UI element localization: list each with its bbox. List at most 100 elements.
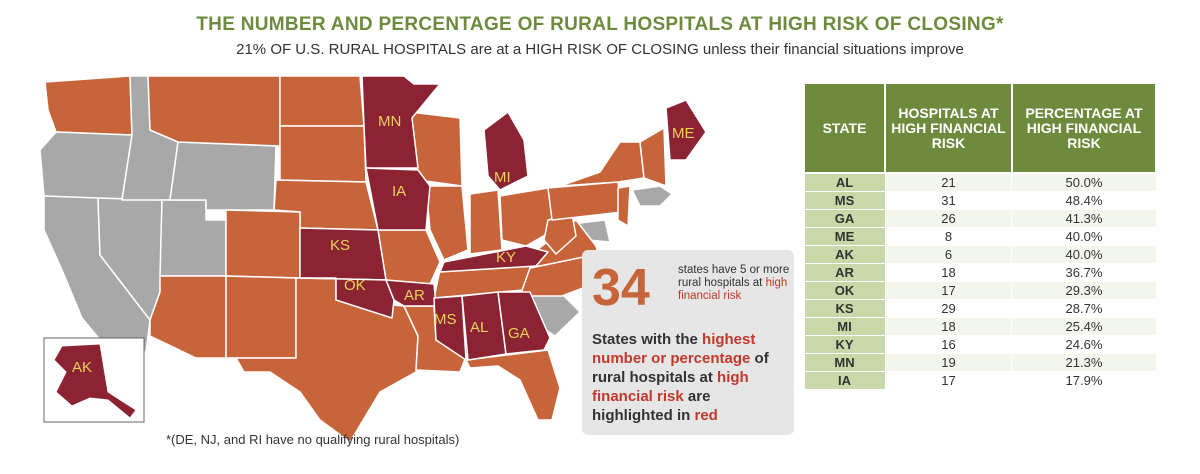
cell-percentage: 40.0% xyxy=(1011,227,1157,246)
state-label-ga: GA xyxy=(508,325,530,342)
us-map: MN ME MI IA KS KY OK AR MS AL GA AK xyxy=(39,75,707,443)
state-label-al: AL xyxy=(470,319,488,336)
cell-hospitals: 6 xyxy=(884,245,1013,264)
cell-percentage: 50.0% xyxy=(1011,172,1157,192)
state-co xyxy=(225,209,301,279)
state-label-ar: AR xyxy=(404,287,425,304)
col-header-state: STATE xyxy=(803,82,886,174)
state-label-ak: AK xyxy=(72,359,92,376)
state-pa xyxy=(547,181,623,221)
table-row: KS 29 28.7% xyxy=(803,299,1157,318)
cell-percentage: 41.3% xyxy=(1011,209,1157,228)
cell-state: AK xyxy=(803,245,886,264)
page-title: THE NUMBER AND PERCENTAGE OF RURAL HOSPI… xyxy=(196,14,1004,35)
state-wy xyxy=(169,141,277,211)
state-in xyxy=(469,189,503,255)
state-ne-gray xyxy=(631,185,673,207)
callout-box: 34 states have 5 or more rural hospitals… xyxy=(582,250,794,435)
cell-state: IA xyxy=(803,371,886,390)
state-ga xyxy=(497,291,551,355)
state-label-mn: MN xyxy=(378,113,401,130)
cell-hospitals: 26 xyxy=(884,209,1013,228)
cell-hospitals: 16 xyxy=(884,335,1013,354)
cell-percentage: 17.9% xyxy=(1011,371,1157,390)
table-row: AR 18 36.7% xyxy=(803,263,1157,282)
state-label-ok: OK xyxy=(344,277,366,294)
state-ks xyxy=(299,227,387,281)
state-vt-nh xyxy=(639,127,667,187)
cell-state: GA xyxy=(803,209,886,228)
state-label-ks: KS xyxy=(330,237,350,254)
state-label-ms: MS xyxy=(434,311,457,328)
state-oh xyxy=(499,187,555,247)
state-nj xyxy=(617,185,631,227)
cell-hospitals: 17 xyxy=(884,371,1013,390)
state-mo xyxy=(377,229,441,285)
state-mt xyxy=(147,75,281,147)
state-sd xyxy=(279,125,367,183)
table-row: AL 21 50.0% xyxy=(803,172,1157,192)
state-nd xyxy=(279,75,365,127)
cell-state: MS xyxy=(803,191,886,210)
table-row: ME 8 40.0% xyxy=(803,227,1157,246)
cell-hospitals: 17 xyxy=(884,281,1013,300)
highlight-explanation: States with the highest number or percen… xyxy=(592,331,769,424)
state-ut xyxy=(159,199,227,277)
cell-state: MN xyxy=(803,353,886,372)
cell-hospitals: 31 xyxy=(884,191,1013,210)
states-count-description: states have 5 or more rural hospitals at… xyxy=(678,264,790,302)
cell-state: OK xyxy=(803,281,886,300)
cell-percentage: 28.7% xyxy=(1011,299,1157,318)
cell-state: MI xyxy=(803,317,886,336)
cell-percentage: 21.3% xyxy=(1011,353,1157,372)
cell-percentage: 36.7% xyxy=(1011,263,1157,282)
table-row: MS 31 48.4% xyxy=(803,191,1157,210)
state-me xyxy=(665,99,707,161)
table-row: KY 16 24.6% xyxy=(803,335,1157,354)
state-label-me: ME xyxy=(672,125,695,142)
cell-state: AR xyxy=(803,263,886,282)
cell-percentage: 24.6% xyxy=(1011,335,1157,354)
state-ky xyxy=(439,245,549,273)
map-footnote: *(DE, NJ, and RI have no qualifying rura… xyxy=(166,432,460,447)
cell-state: ME xyxy=(803,227,886,246)
cell-percentage: 48.4% xyxy=(1011,191,1157,210)
cell-hospitals: 19 xyxy=(884,353,1013,372)
risk-table: STATE HOSPITALS AT HIGH FINANCIAL RISK P… xyxy=(803,82,1158,390)
table-row: GA 26 41.3% xyxy=(803,209,1157,228)
cell-percentage: 25.4% xyxy=(1011,317,1157,336)
cell-hospitals: 29 xyxy=(884,299,1013,318)
state-ms xyxy=(433,295,467,361)
state-ny xyxy=(559,141,645,187)
table-row: MI 18 25.4% xyxy=(803,317,1157,336)
state-ar xyxy=(385,279,437,307)
table-row: MN 19 21.3% xyxy=(803,353,1157,372)
state-label-ia: IA xyxy=(392,183,406,200)
state-nm xyxy=(225,275,297,359)
cell-hospitals: 18 xyxy=(884,317,1013,336)
state-fl xyxy=(465,349,561,421)
state-or xyxy=(39,131,133,201)
state-mn xyxy=(361,75,441,169)
cell-state: KS xyxy=(803,299,886,318)
page-subtitle: 21% OF U.S. RURAL HOSPITALS are at a HIG… xyxy=(236,41,964,58)
state-mi xyxy=(483,111,529,191)
state-label-ky: KY xyxy=(496,249,516,266)
state-wa xyxy=(44,75,133,136)
cell-percentage: 29.3% xyxy=(1011,281,1157,300)
cell-hospitals: 8 xyxy=(884,227,1013,246)
state-ia xyxy=(365,167,431,231)
state-il xyxy=(425,185,469,261)
state-ak xyxy=(53,343,137,419)
cell-percentage: 40.0% xyxy=(1011,245,1157,264)
table-header-row: STATE HOSPITALS AT HIGH FINANCIAL RISK P… xyxy=(803,82,1158,174)
state-az xyxy=(149,275,227,359)
col-header-percentage: PERCENTAGE AT HIGH FINANCIAL RISK xyxy=(1010,82,1158,174)
table-row: IA 17 17.9% xyxy=(803,371,1157,390)
states-count: 34 xyxy=(592,259,650,317)
table-row: AK 6 40.0% xyxy=(803,245,1157,264)
cell-hospitals: 18 xyxy=(884,263,1013,282)
cell-state: AL xyxy=(803,172,886,192)
state-label-mi: MI xyxy=(494,169,511,186)
cell-state: KY xyxy=(803,335,886,354)
